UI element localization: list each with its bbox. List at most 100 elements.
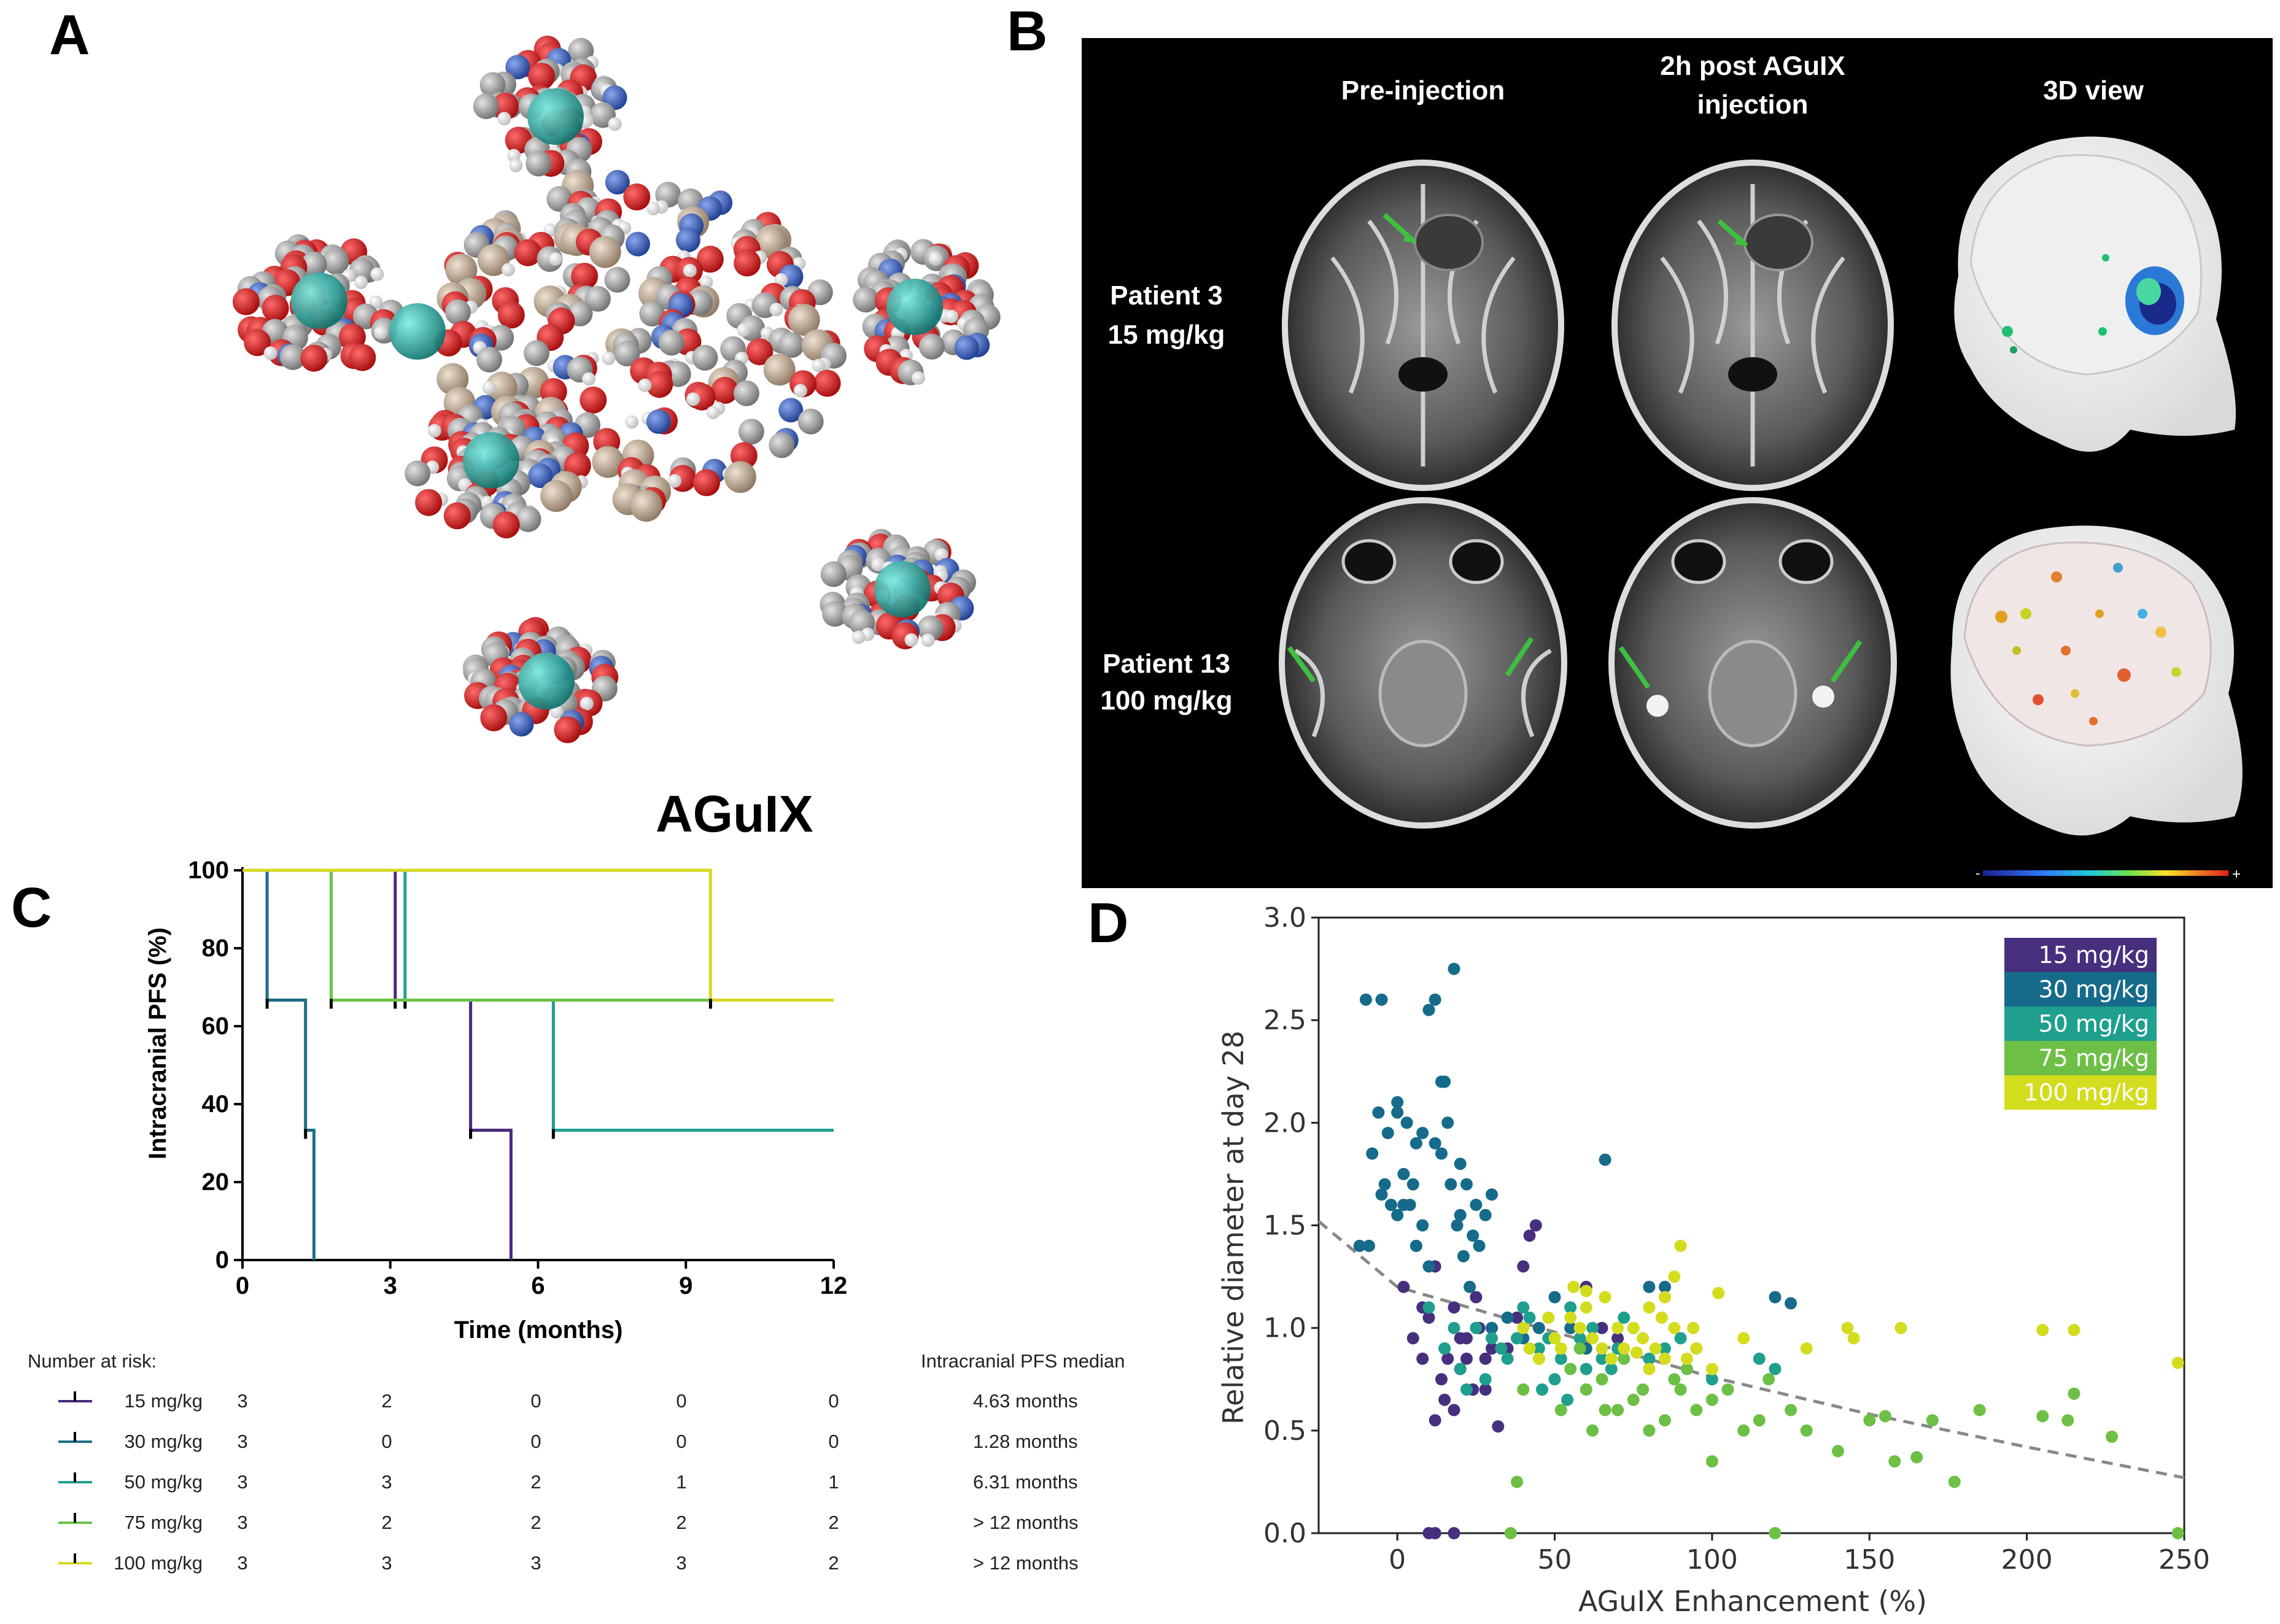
atom (509, 712, 534, 737)
legend-label: 50 mg/kg (2039, 1010, 2150, 1037)
scatter-xtick-label: 50 (1538, 1544, 1572, 1576)
colorbar (1983, 870, 2228, 876)
risk-row-label: 50 mg/kg (124, 1471, 203, 1493)
atom (568, 37, 594, 64)
atom (497, 301, 525, 329)
colorbar-min: - (1976, 865, 1980, 881)
scatter-point (2061, 1414, 2074, 1427)
atom (639, 301, 665, 327)
scatter-point (1737, 1424, 1750, 1437)
scatter-point (1454, 1363, 1467, 1375)
scatter-point (1495, 1342, 1508, 1355)
scatter-xtick-label: 0 (1389, 1544, 1406, 1576)
scatter-point (1800, 1424, 1813, 1437)
scatter-point (1422, 1301, 1435, 1314)
atom (820, 561, 847, 587)
scatter-point (1548, 1332, 1561, 1345)
atom (788, 304, 820, 336)
gadolinium-atom (886, 279, 943, 335)
scatter-point (1643, 1301, 1656, 1314)
scatter-point (1429, 1527, 1441, 1539)
atom (263, 346, 277, 360)
atom (514, 239, 541, 266)
legend-swatch (2004, 1075, 2157, 1110)
scatter-point (1448, 1527, 1460, 1539)
scatter-point (1659, 1352, 1671, 1365)
scatter-point (1599, 1404, 1611, 1417)
scatter-point (1429, 993, 1441, 1006)
scatter-point (1596, 1342, 1608, 1355)
median-title: Intracranial PFS median (921, 1350, 1125, 1372)
scatter-point (1438, 1393, 1451, 1406)
atom (763, 354, 796, 386)
atom (851, 630, 866, 644)
scatter-point (1448, 1404, 1460, 1417)
atom (706, 406, 720, 419)
scatter-point (2068, 1387, 2080, 1400)
scatter-point (1375, 993, 1388, 1006)
scatter-point (1832, 1445, 1844, 1458)
scatter-point (1532, 1342, 1545, 1355)
scatter-point (1554, 1404, 1567, 1417)
risk-count: 2 (828, 1512, 839, 1533)
atom (232, 288, 260, 315)
atom (646, 371, 673, 398)
scatter-point (1973, 1404, 1986, 1417)
risk-count: 3 (237, 1552, 247, 1574)
atom (774, 273, 788, 287)
scatter-point (1473, 1239, 1486, 1252)
km-xtick-label: 12 (820, 1272, 848, 1299)
atom (738, 419, 764, 445)
atom (280, 344, 306, 370)
scatter-point (1643, 1424, 1656, 1437)
atom (921, 633, 935, 648)
scatter-point (1529, 1219, 1542, 1232)
mri-patient3-post (1611, 160, 1894, 491)
scatter-point (1486, 1332, 1498, 1345)
atom (323, 249, 349, 275)
scatter-point (1564, 1301, 1577, 1314)
scatter-point (1705, 1455, 1718, 1467)
scatter-point (1486, 1321, 1498, 1334)
scatter-point (1467, 1229, 1479, 1242)
atom (580, 386, 607, 414)
scatter-point (2036, 1324, 2049, 1336)
risk-median: > 12 months (973, 1512, 1078, 1533)
risk-count: 0 (530, 1390, 541, 1412)
scatter-point (1454, 1158, 1467, 1170)
scatter-point (1504, 1527, 1517, 1539)
scatter-point (1470, 1291, 1483, 1304)
scatter-point (1448, 1321, 1460, 1334)
scatter-point (1847, 1332, 1860, 1345)
scatter-point (1409, 1239, 1422, 1252)
atom (262, 295, 289, 322)
atom (349, 344, 376, 371)
scatter-point (1359, 993, 1372, 1006)
scatter-point (1668, 1373, 1681, 1386)
scatter-point (1785, 1404, 1797, 1417)
atom (911, 371, 925, 385)
scatter-point (1517, 1260, 1530, 1273)
scatter-point (1567, 1280, 1580, 1293)
scatter-point (1375, 1188, 1388, 1201)
scatter-chart: 0.0 0.5 1.0 1.5 2.0 2.5 3.0 0 50 100 150 200 250 15 m… (1263, 902, 2210, 1576)
scatter-point (1580, 1285, 1592, 1297)
atom (584, 285, 611, 312)
scatter-point (1448, 1301, 1460, 1314)
scatter-point (1441, 1352, 1454, 1365)
scatter-ytick-label: 0.0 (1263, 1518, 1306, 1549)
scatter-point (1397, 1199, 1410, 1212)
scatter-point (1381, 1127, 1394, 1139)
scatter-point (1687, 1321, 1700, 1334)
scatter-point (1948, 1475, 1961, 1488)
scatter-point (1479, 1383, 1492, 1396)
scatter-ylabel: Relative diameter at day 28 (1217, 1030, 1250, 1425)
scatter-point (2106, 1430, 2119, 1443)
row1-dose: 15 mg/kg (1108, 320, 1225, 350)
scatter-point (1611, 1404, 1624, 1417)
atom (623, 183, 651, 211)
risk-count: 3 (237, 1512, 247, 1533)
atom (479, 72, 506, 98)
km-curve-100-mg-kg (242, 868, 834, 1002)
